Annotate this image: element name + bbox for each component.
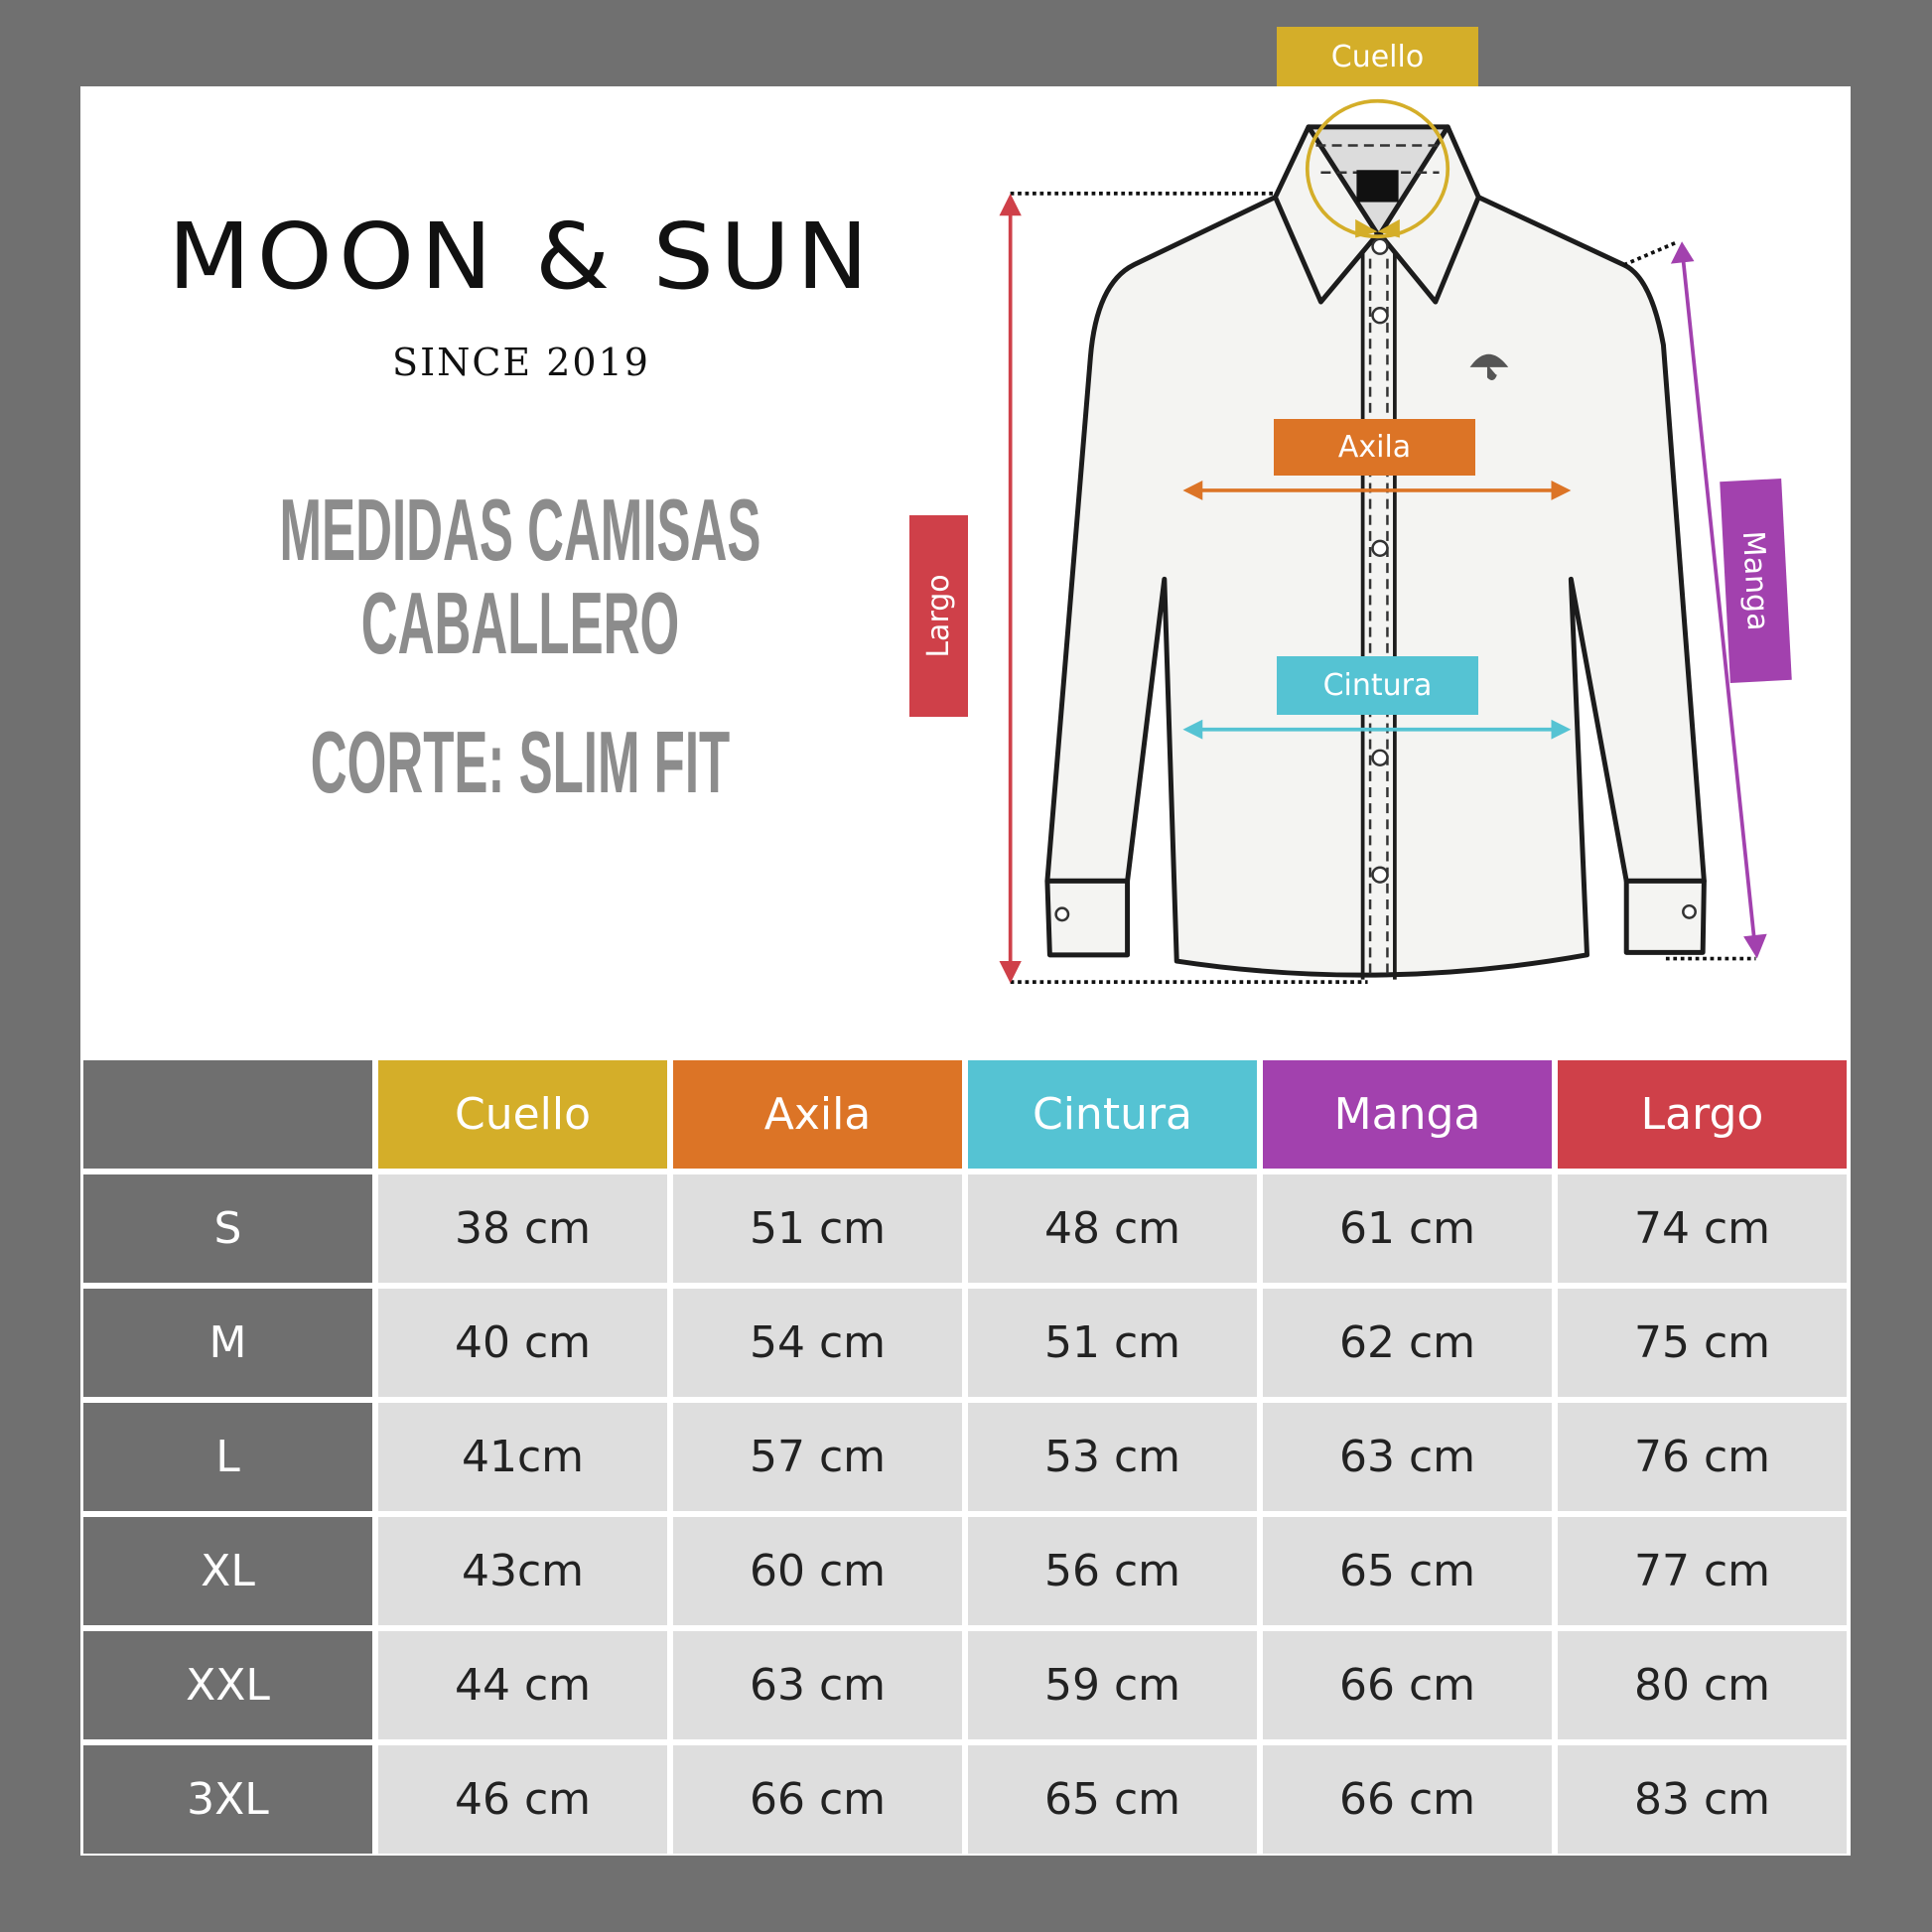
value-cell: 77 cm <box>1558 1517 1847 1625</box>
value-cell: 83 cm <box>1558 1745 1847 1854</box>
value-cell: 54 cm <box>673 1289 962 1397</box>
size-cell: S <box>83 1174 372 1283</box>
value-cell: 60 cm <box>673 1517 962 1625</box>
largo-label: Largo <box>909 515 968 717</box>
value-cell: 51 cm <box>968 1289 1257 1397</box>
value-cell: 51 cm <box>673 1174 962 1283</box>
value-cell: 38 cm <box>378 1174 667 1283</box>
value-cell: 63 cm <box>1263 1403 1552 1511</box>
title-line1: MEDIDAS CAMISAS <box>279 481 761 579</box>
umbrella-logo-icon <box>1469 353 1509 380</box>
size-table: Cuello Axila Cintura Manga Largo S 38 cm 5… <box>77 1054 1853 1860</box>
header-cintura: Cintura <box>968 1060 1257 1169</box>
value-cell: 56 cm <box>968 1517 1257 1625</box>
value-cell: 57 cm <box>673 1403 962 1511</box>
value-cell: 41cm <box>378 1403 667 1511</box>
manga-arrow <box>1670 241 1767 959</box>
shirt-body <box>1044 195 1707 978</box>
brand-logo: MOON & SUN <box>168 204 875 310</box>
cintura-arrow <box>1182 719 1572 740</box>
table-header-row: Cuello Axila Cintura Manga Largo <box>83 1060 1847 1169</box>
collar-highlight <box>1305 98 1450 239</box>
manga-label: Manga <box>1720 479 1792 683</box>
axila-label: Axila <box>1274 419 1475 476</box>
cuello-label: Cuello <box>1277 27 1478 86</box>
table-row: S 38 cm 51 cm 48 cm 61 cm 74 cm <box>83 1174 1847 1283</box>
size-cell: L <box>83 1403 372 1511</box>
header-largo: Largo <box>1558 1060 1847 1169</box>
header-manga: Manga <box>1263 1060 1552 1169</box>
value-cell: 75 cm <box>1558 1289 1847 1397</box>
value-cell: 80 cm <box>1558 1631 1847 1739</box>
value-cell: 63 cm <box>673 1631 962 1739</box>
buttons <box>1054 237 1697 922</box>
header-axila: Axila <box>673 1060 962 1169</box>
size-cell: 3XL <box>83 1745 372 1854</box>
left-cuff <box>1044 878 1131 958</box>
header-empty <box>83 1060 372 1169</box>
value-cell: 40 cm <box>378 1289 667 1397</box>
table-row: XXL 44 cm 63 cm 59 cm 66 cm 80 cm <box>83 1631 1847 1739</box>
value-cell: 66 cm <box>1263 1631 1552 1739</box>
value-cell: 59 cm <box>968 1631 1257 1739</box>
cut-label: CORTE: SLIM FIT <box>310 713 731 811</box>
size-cell: M <box>83 1289 372 1397</box>
placket <box>1360 252 1397 980</box>
value-cell: 46 cm <box>378 1745 667 1854</box>
value-cell: 65 cm <box>968 1745 1257 1854</box>
value-cell: 76 cm <box>1558 1403 1847 1511</box>
size-cell: XL <box>83 1517 372 1625</box>
size-cell: XXL <box>83 1631 372 1739</box>
table-row: 3XL 46 cm 66 cm 65 cm 66 cm 83 cm <box>83 1745 1847 1854</box>
value-cell: 66 cm <box>673 1745 962 1854</box>
table-row: L 41cm 57 cm 53 cm 63 cm 76 cm <box>83 1403 1847 1511</box>
value-cell: 44 cm <box>378 1631 667 1739</box>
axila-arrow <box>1182 481 1572 500</box>
value-cell: 66 cm <box>1263 1745 1552 1854</box>
table-row: M 40 cm 54 cm 51 cm 62 cm 75 cm <box>83 1289 1847 1397</box>
table-row: XL 43cm 60 cm 56 cm 65 cm 77 cm <box>83 1517 1847 1625</box>
value-cell: 43cm <box>378 1517 667 1625</box>
value-cell: 74 cm <box>1558 1174 1847 1283</box>
value-cell: 62 cm <box>1263 1289 1552 1397</box>
value-cell: 65 cm <box>1263 1517 1552 1625</box>
value-cell: 48 cm <box>968 1174 1257 1283</box>
title-line2: CABALLERO <box>360 574 680 672</box>
right-cuff <box>1623 878 1707 955</box>
largo-arrow <box>999 193 1022 984</box>
value-cell: 61 cm <box>1263 1174 1552 1283</box>
header-cuello: Cuello <box>378 1060 667 1169</box>
value-cell: 53 cm <box>968 1403 1257 1511</box>
brand-since: SINCE 2019 <box>392 341 650 384</box>
cintura-label: Cintura <box>1277 656 1478 715</box>
